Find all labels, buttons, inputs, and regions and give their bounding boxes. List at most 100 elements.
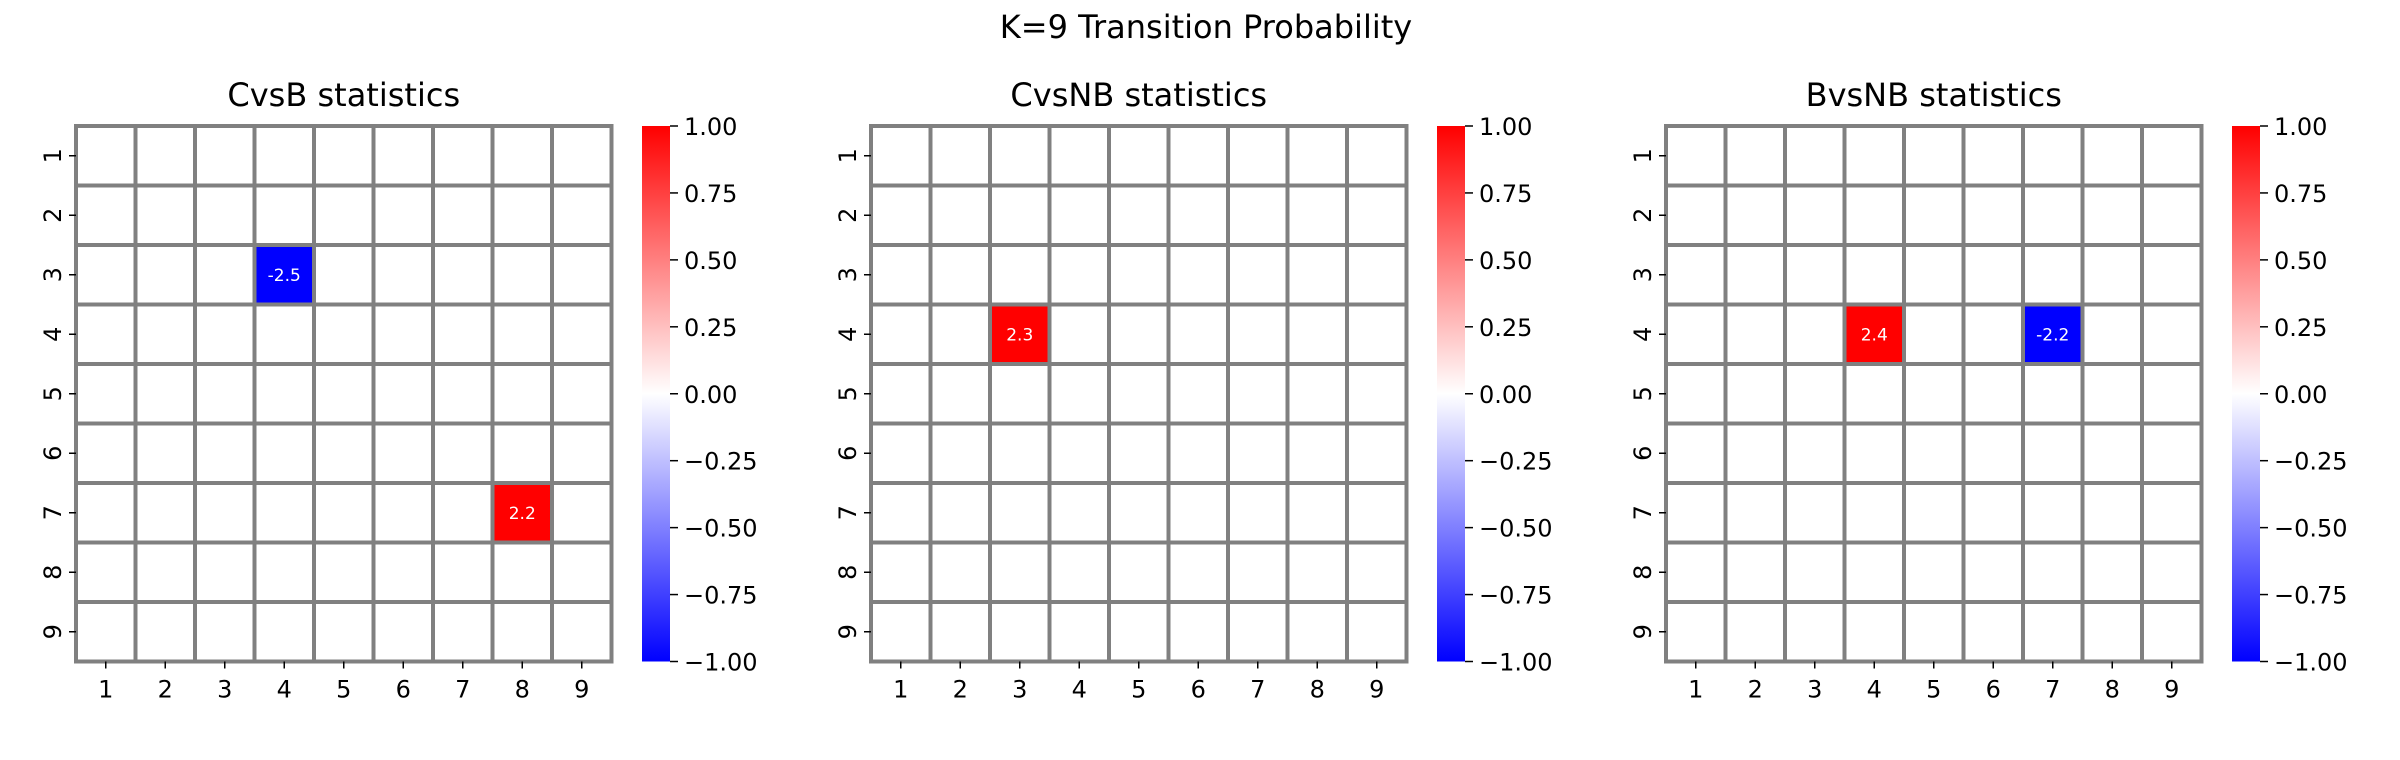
- grid-cell: [193, 243, 257, 307]
- grid-cell: [312, 183, 376, 247]
- grid-cell: [988, 243, 1052, 307]
- grid-cell: [1723, 362, 1787, 426]
- grid-cell: [550, 183, 614, 247]
- y-tick-label: 1: [834, 148, 862, 163]
- x-tick-label: 1: [893, 676, 908, 704]
- y-tick-label: 5: [834, 386, 862, 401]
- y-tick-label: 1: [1629, 148, 1657, 163]
- grid-cell: [1961, 481, 2025, 545]
- grid-cell: [312, 421, 376, 485]
- grid-cell: [1961, 243, 2025, 307]
- y-tick-label: 3: [1629, 267, 1657, 282]
- y-tick-label: 7: [39, 505, 67, 520]
- grid-cell: [1783, 540, 1847, 604]
- grid-cell: [2140, 421, 2204, 485]
- y-tick-label: 7: [834, 505, 862, 520]
- grid-cell: [1664, 243, 1728, 307]
- grid-cell: [1226, 421, 1290, 485]
- grid-cell: [1345, 421, 1409, 485]
- grid-cell: [312, 124, 376, 188]
- x-tick-label: 4: [1072, 676, 1087, 704]
- x-tick-label: 9: [574, 676, 589, 704]
- x-tick-label: 1: [1688, 676, 1703, 704]
- grid-cell: [133, 183, 197, 247]
- grid-cell: [1226, 183, 1290, 247]
- grid-cell: [869, 481, 933, 545]
- grid-cell: [2080, 600, 2144, 664]
- grid-cell: [1664, 600, 1728, 664]
- grid-cell: [1107, 124, 1171, 188]
- grid-cell: [1961, 362, 2025, 426]
- x-tick-label: 3: [1012, 676, 1027, 704]
- heatmap-panel-2: CvsNB statistics 2.3 1 2 3 4 5 6 7 8 9 1 2 3 4 5 6 7 8 9 1.0…: [834, 76, 1553, 704]
- grid-cell: [928, 481, 992, 545]
- colorbar: [1437, 126, 1465, 662]
- grid-cell: [1345, 302, 1409, 366]
- colorbar-tick-label: −0.25: [1479, 448, 1553, 476]
- x-tick-label: 5: [1131, 676, 1146, 704]
- grid-cell: [2021, 600, 2085, 664]
- grid-cell: [928, 362, 992, 426]
- y-tick-label: 5: [39, 386, 67, 401]
- cell-value-label: -2.2: [2036, 325, 2069, 345]
- grid-cell: [312, 481, 376, 545]
- grid-cell: [2080, 362, 2144, 426]
- y-tick-label: 4: [1629, 327, 1657, 342]
- grid-cell: [1664, 540, 1728, 604]
- y-tick-label: 8: [834, 565, 862, 580]
- colorbar-tick-label: −0.25: [684, 448, 758, 476]
- grid-cell: [550, 421, 614, 485]
- grid-cell: [550, 362, 614, 426]
- y-tick-label: 6: [1629, 446, 1657, 461]
- y-tick-label: 4: [39, 327, 67, 342]
- heatmap-panels: CvsB statistics -2.5 2.2 1 2 3 4 5 6 7 8 9 1 2 3 4 5 6 7 8 9…: [39, 76, 2348, 704]
- grid-cell: [133, 302, 197, 366]
- grid-cell: [988, 124, 1052, 188]
- grid-cell: [928, 183, 992, 247]
- panel-title: BvsNB statistics: [1806, 76, 2062, 114]
- grid-cell: [988, 421, 1052, 485]
- grid-cell: [193, 302, 257, 366]
- grid-cell: [490, 600, 554, 664]
- grid-cell: [252, 302, 316, 366]
- grid-cell: [1285, 124, 1349, 188]
- grid-cell: [1166, 302, 1230, 366]
- grid-cell: [1664, 421, 1728, 485]
- grid-cell: [431, 540, 495, 604]
- grid-cell: [1285, 540, 1349, 604]
- grid-cell: [2140, 124, 2204, 188]
- grid-cell: [1107, 302, 1171, 366]
- grid-cell: [1723, 540, 1787, 604]
- grid-cell: [1961, 600, 2025, 664]
- x-tick-label: 5: [336, 676, 351, 704]
- grid-cell: [252, 124, 316, 188]
- grid-cell: [371, 540, 435, 604]
- colorbar-tick-label: 0.00: [2274, 381, 2327, 409]
- x-tick-label: 2: [158, 676, 173, 704]
- grid-cell: [1723, 124, 1787, 188]
- grid-cell: [133, 362, 197, 426]
- y-tick-label: 6: [39, 446, 67, 461]
- grid-cell: [1107, 362, 1171, 426]
- grid-cell: [1842, 243, 1906, 307]
- colorbar-tick-label: 0.25: [2274, 314, 2327, 342]
- grid-cell: [869, 302, 933, 366]
- y-tick-label: 1: [39, 148, 67, 163]
- grid-cell: [431, 600, 495, 664]
- grid-cell: [1664, 124, 1728, 188]
- grid-cell: [312, 600, 376, 664]
- grid-cell: [74, 421, 138, 485]
- grid-cell: [1783, 302, 1847, 366]
- x-tick-label: 1: [98, 676, 113, 704]
- grid-cell: [74, 481, 138, 545]
- x-tick-label: 3: [217, 676, 232, 704]
- grid-cell: [2021, 362, 2085, 426]
- grid-cell: [1166, 362, 1230, 426]
- value-cell: [2025, 306, 2081, 362]
- grid-cell: [371, 183, 435, 247]
- grid-cell: [312, 243, 376, 307]
- grid-cell: [1902, 362, 1966, 426]
- grid-cell: [1842, 600, 1906, 664]
- grid-cell: [869, 421, 933, 485]
- grid-cell: [133, 481, 197, 545]
